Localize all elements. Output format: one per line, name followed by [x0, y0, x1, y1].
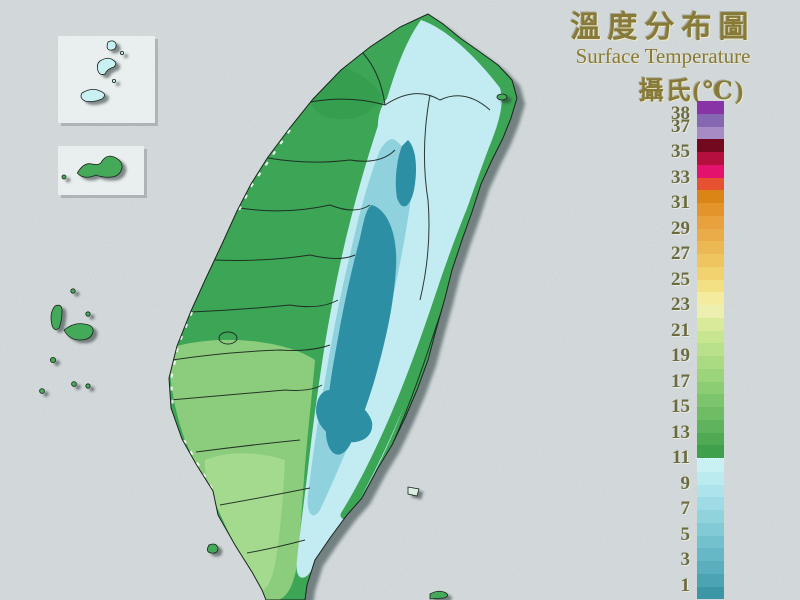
page-subtitle: Surface Temperature: [575, 44, 751, 68]
legend-label: 21: [671, 319, 690, 341]
colorbar-segment: [697, 497, 724, 510]
legend-label: 3: [680, 549, 691, 570]
legend-label: 23: [671, 294, 690, 315]
colorbar-segment: [697, 432, 724, 446]
colorbar-segment: [697, 548, 724, 561]
matsu-inset: [58, 36, 158, 126]
colorbar-segment: [697, 419, 724, 433]
colorbar-segment: [697, 177, 724, 191]
legend-label: 25: [671, 268, 690, 290]
colorbar-segment: [697, 164, 724, 178]
colorbar-segment: [697, 445, 724, 458]
unit-label: 攝氏(℃): [638, 78, 746, 105]
legend-label: 29: [671, 217, 690, 239]
offshore-islands: [39, 93, 508, 600]
legend-label: 5: [680, 523, 691, 545]
colorbar-segment: [697, 522, 724, 536]
legend-label: 7: [680, 498, 691, 519]
colorbar-segment: [697, 305, 724, 318]
colorbar-segment: [697, 203, 724, 216]
legend-label: 37: [671, 115, 690, 137]
colorbar-segment: [697, 484, 724, 498]
west-coast-flats: [169, 129, 291, 493]
turtle-island: [496, 93, 508, 101]
legend-label: 19: [671, 345, 690, 366]
colorbar-segment: [697, 471, 724, 485]
kinmen-island: [61, 155, 123, 180]
legend-label: 31: [671, 192, 690, 213]
colorbar-segment: [697, 292, 724, 305]
colorbar-segment: [697, 228, 724, 242]
legend-label: 13: [671, 421, 690, 443]
colorbar-segment: [697, 266, 724, 280]
colorbar-segment: [697, 215, 724, 229]
legend-label: 11: [672, 447, 690, 468]
colorbar-segment: [697, 317, 724, 331]
page-title: 溫度分布圖: [570, 11, 756, 44]
legend-label: 9: [680, 472, 691, 494]
colorbar-segment: [697, 356, 724, 369]
colorbar-segment: [697, 139, 724, 152]
colorbar-segment: [697, 113, 724, 127]
high-mountains-dark: [326, 205, 397, 455]
map-header: 溫度分布圖 Surface Temperature 攝氏(℃): [558, 2, 768, 107]
kinmen-inset: [58, 146, 147, 198]
colorbar-segment: [697, 510, 724, 523]
colorbar-segment: [697, 279, 724, 293]
colorbar-segment: [697, 152, 724, 165]
colorbar-segment: [697, 190, 724, 203]
green-island: [407, 486, 420, 497]
colorbar-segment: [697, 535, 724, 549]
colorbar-segment: [697, 394, 724, 407]
colorbar-segment: [697, 101, 724, 114]
orchid-island: [429, 590, 448, 600]
legend-label: 35: [671, 141, 690, 162]
colorbar-segment: [697, 254, 724, 267]
matsu-islands: [80, 40, 125, 103]
taiwan-coastline: [168, 13, 518, 600]
colorbar-segment: [697, 561, 724, 574]
temperature-colorbar: [697, 101, 724, 600]
colorbar-segment: [697, 330, 724, 344]
colorbar-segment: [697, 368, 724, 382]
legend-label: 38: [671, 102, 690, 124]
colorbar-segment: [697, 407, 724, 420]
colorbar-segment: [697, 126, 724, 140]
lamay-island: [207, 543, 219, 554]
legend-label: 1: [680, 574, 691, 596]
colorbar-segment: [697, 343, 724, 356]
colorbar-segment: [697, 586, 724, 600]
legend-label: 33: [671, 166, 690, 188]
legend-label: 27: [671, 243, 690, 264]
penghu-islands: [39, 288, 94, 394]
legend-label: 17: [671, 370, 690, 392]
colorbar-segment: [697, 458, 724, 472]
legend-label: 15: [671, 396, 690, 417]
colorbar-segment: [697, 241, 724, 254]
east-rift-valley: [340, 157, 497, 520]
colorbar-segment: [697, 573, 724, 587]
colorbar-segment: [697, 381, 724, 395]
